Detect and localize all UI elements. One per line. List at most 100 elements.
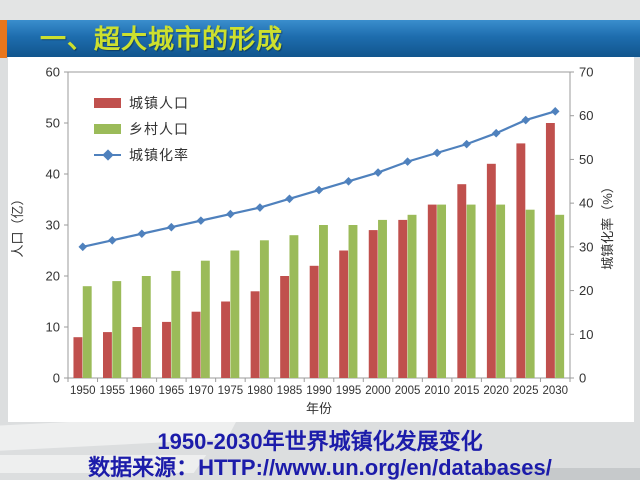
rural-bar-2010: [437, 204, 447, 378]
x-axis-tick-label: 2020: [483, 385, 509, 397]
urban-bar-swatch: [94, 98, 121, 108]
x-axis-tick-label: 2010: [424, 385, 450, 397]
x-axis-tick-label: 2025: [513, 385, 539, 397]
rate-marker-1995: [344, 176, 353, 186]
chart-legend: 城镇人口 乡村人口 城镇化率: [94, 90, 189, 168]
x-axis-tick-label: 1980: [247, 385, 273, 397]
rural-bar-1975: [230, 250, 240, 378]
rural-bar-2005: [407, 214, 417, 378]
rate-marker-2005: [403, 157, 412, 166]
urban-bar-1995: [339, 250, 349, 378]
rate-marker-1975: [226, 209, 235, 219]
x-axis-tick-label: 2000: [365, 385, 391, 397]
rate-marker-1950: [78, 242, 88, 252]
rural-bar-1980: [259, 240, 269, 378]
rural-bar-1955: [112, 281, 122, 378]
left-axis-tick-label: 0: [53, 371, 60, 386]
urban-bar-2015: [457, 184, 467, 378]
x-axis-tick-label: 1955: [99, 385, 125, 397]
rate-marker-2020: [491, 128, 501, 138]
urban-bar-1950: [73, 337, 83, 378]
x-axis-tick-label: 1985: [277, 385, 303, 397]
rate-marker-2000: [373, 168, 383, 177]
right-axis-tick-label: 0: [579, 371, 586, 386]
legend-label-rate: 城镇化率: [129, 147, 189, 163]
rate-marker-1970: [196, 216, 206, 225]
urban-bar-1980: [250, 291, 260, 378]
rural-bar-swatch: [94, 124, 121, 134]
legend-item-rate: 城镇化率: [94, 142, 189, 168]
urban-bar-1965: [162, 321, 171, 378]
legend-item-rural: 乡村人口: [94, 116, 189, 142]
rural-bar-2030: [555, 214, 565, 378]
rate-marker-1990: [314, 185, 324, 195]
rural-bar-1950: [82, 286, 92, 378]
rural-bar-2015: [466, 204, 476, 378]
urban-bar-1990: [309, 265, 319, 378]
urban-bar-1955: [102, 332, 112, 378]
rate-marker-2010: [432, 148, 442, 158]
accent-stripe: [0, 20, 7, 58]
right-axis-tick-label: 30: [579, 239, 593, 254]
urban-bar-1975: [221, 301, 231, 378]
left-axis-tick-label: 10: [46, 320, 60, 335]
rural-bar-1960: [141, 276, 151, 378]
rate-marker-2015: [462, 139, 471, 149]
urban-bar-1960: [132, 327, 142, 378]
urban-bar-1970: [191, 311, 201, 378]
rate-line-swatch: [94, 149, 121, 161]
rural-bar-1985: [289, 235, 299, 378]
x-axis-tick-label: 1950: [70, 385, 96, 397]
chart-card: 0 10 20 30 40 50 60 0 10 20 30 40 50 60 70 1950 1955 1960…: [8, 57, 634, 422]
rural-bar-1995: [348, 225, 358, 378]
right-axis-tick-label: 50: [579, 152, 593, 167]
x-axis-tick-label: 2015: [454, 385, 480, 397]
x-axis-tick-label: 2030: [542, 385, 568, 397]
right-axis-title: 城镇化率（%）: [600, 180, 615, 270]
right-axis-tick-label: 70: [579, 65, 593, 80]
slide-title: 一、超大城市的形成: [40, 24, 284, 54]
right-axis-tick-label: 40: [579, 196, 593, 211]
x-axis-tick-label: 1965: [159, 385, 185, 397]
left-axis-title: 人口（亿）: [10, 192, 25, 257]
left-axis-tick-label: 30: [46, 218, 60, 233]
rate-marker-1955: [107, 236, 117, 245]
left-axis-tick-label: 50: [46, 116, 60, 131]
urban-bar-1985: [280, 276, 290, 378]
legend-label-rural: 乡村人口: [129, 121, 189, 137]
urban-bar-2025: [516, 143, 526, 378]
rural-bar-1970: [200, 260, 210, 378]
urban-bar-2020: [486, 163, 496, 378]
x-axis-tick-label: 1990: [306, 385, 332, 397]
urban-bar-2030: [545, 123, 555, 378]
urban-bar-2000: [368, 230, 378, 378]
left-axis-tick-label: 60: [46, 65, 60, 80]
rate-marker-2030: [550, 107, 560, 116]
x-axis-tick-label: 1975: [218, 385, 244, 397]
top-strip: [0, 0, 640, 20]
right-axis-tick-label: 10: [579, 327, 593, 342]
left-axis-tick-label: 40: [46, 167, 60, 182]
chart-caption: 1950-2030年世界城镇化发展变化: [157, 429, 483, 454]
rate-marker-1985: [285, 194, 294, 204]
right-axis-tick-label: 60: [579, 108, 593, 123]
rural-bar-1965: [171, 270, 181, 378]
rural-bar-1990: [319, 225, 328, 378]
rural-bar-2020: [496, 204, 506, 378]
right-axis-tick-label: 20: [579, 283, 593, 298]
rate-marker-1965: [167, 222, 176, 232]
data-source-caption: 数据来源：HTTP://www.un.org/en/databases/: [88, 455, 552, 480]
legend-item-urban: 城镇人口: [94, 90, 189, 116]
x-axis-title: 年份: [306, 401, 332, 416]
urban-bar-2010: [427, 204, 437, 378]
rate-marker-1960: [137, 229, 147, 239]
rural-bar-2025: [525, 209, 535, 378]
urban-bar-2005: [398, 219, 408, 378]
x-axis-tick-label: 1960: [129, 385, 155, 397]
rural-bar-2000: [378, 219, 387, 378]
x-axis-tick-label: 2005: [395, 385, 421, 397]
x-axis-tick-label: 1970: [188, 385, 214, 397]
x-axis-tick-label: 1995: [336, 385, 362, 397]
